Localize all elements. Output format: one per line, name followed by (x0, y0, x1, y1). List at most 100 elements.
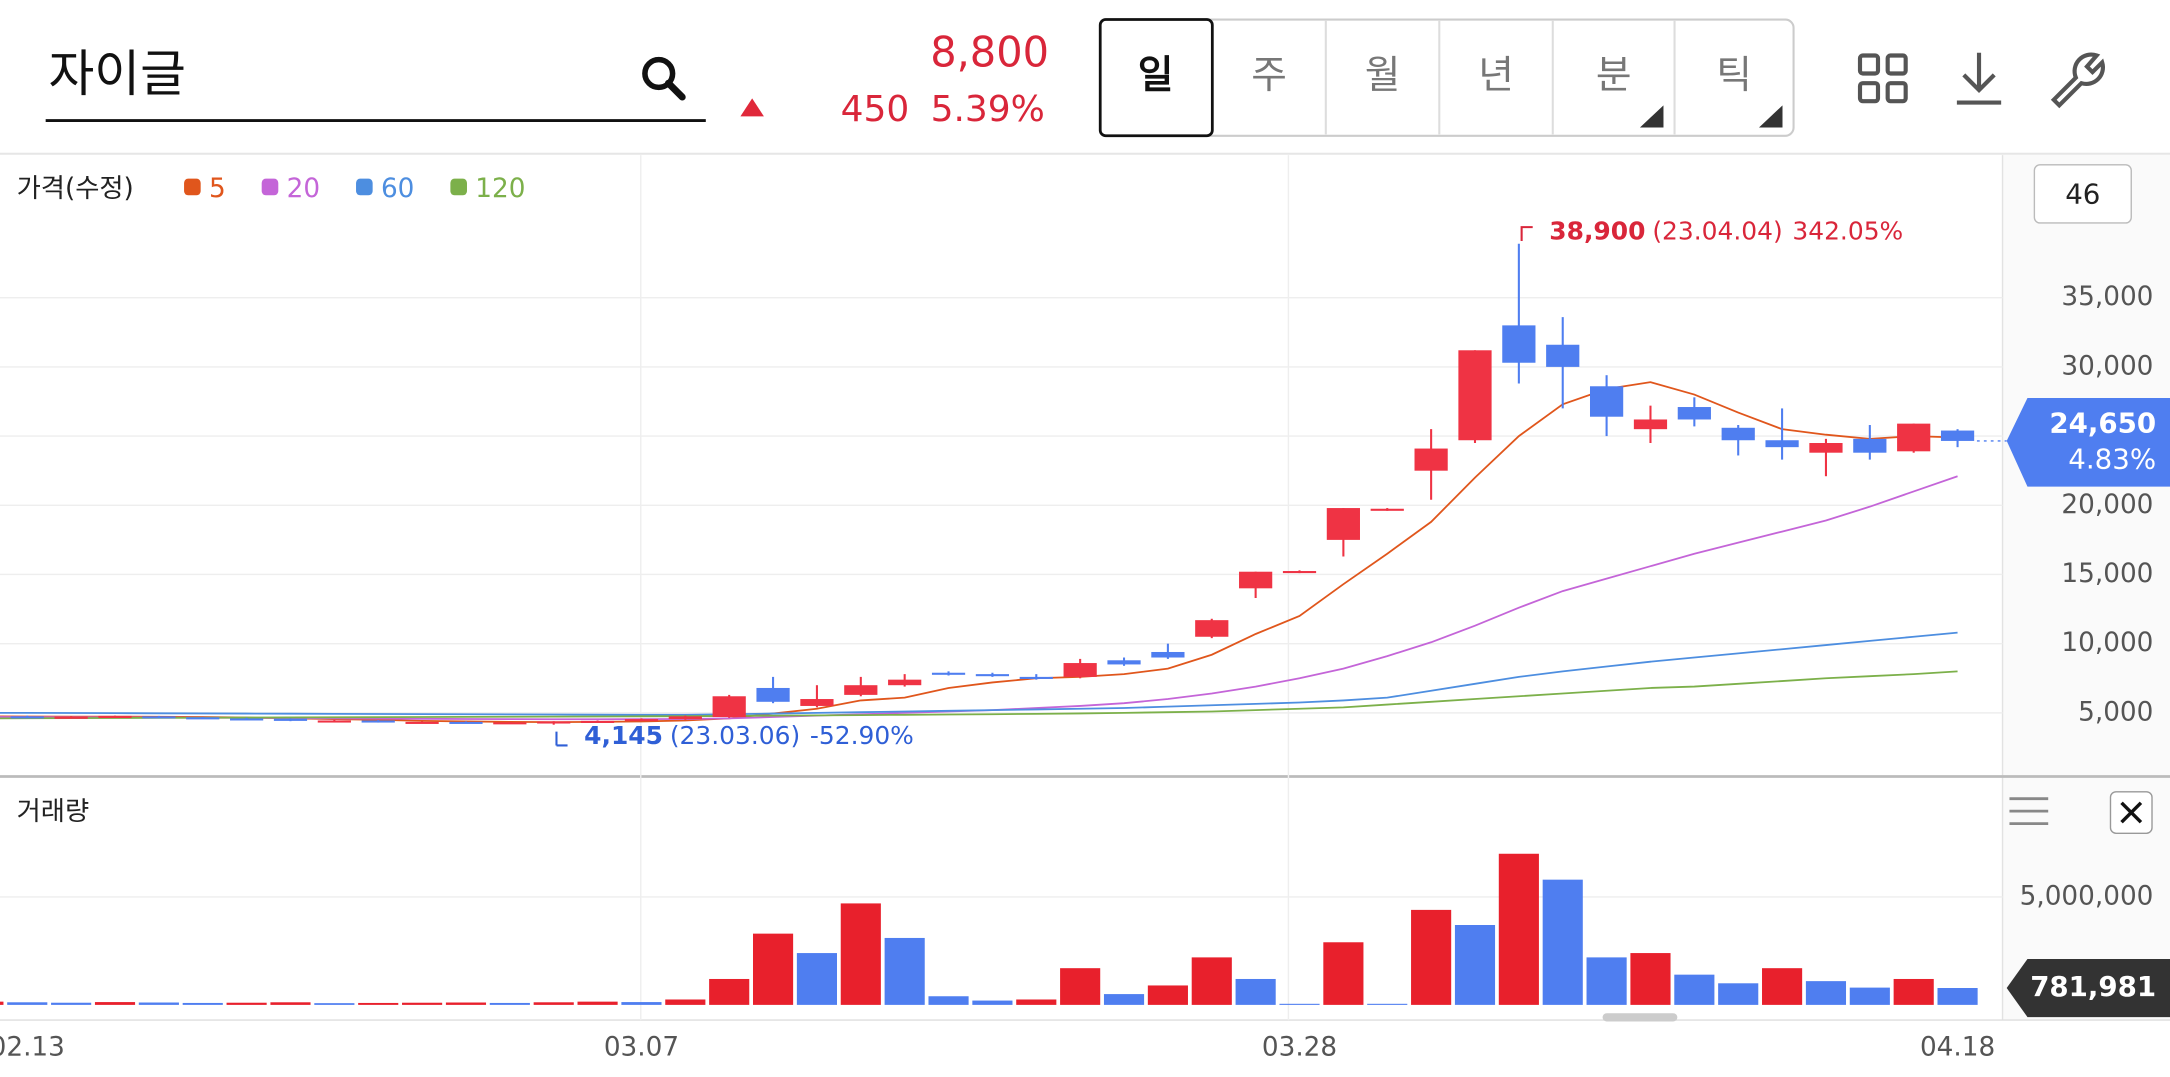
last-price: 24,650 (2049, 406, 2156, 439)
volume-bar (840, 903, 881, 1005)
legend-swatch (450, 178, 467, 196)
layout-icon[interactable] (1857, 53, 1908, 104)
tab[interactable]: 분 (1596, 53, 1632, 98)
selected-tab (1098, 18, 1214, 138)
tab[interactable]: 일 (1138, 53, 1174, 98)
volume-bar (1060, 968, 1101, 1005)
candle-body (1063, 663, 1097, 677)
scrollbar[interactable] (1602, 1013, 1678, 1022)
candle-body (493, 722, 527, 725)
volume-bar (1367, 1003, 1408, 1005)
moving-average (0, 475, 1958, 721)
volume-bar (138, 1002, 179, 1005)
volume-bar (1235, 978, 1276, 1005)
candle-body (975, 674, 1010, 677)
candle-body (888, 679, 922, 686)
legend-title: 가격(수정) (17, 174, 134, 204)
candle-body (1589, 386, 1624, 417)
candle-body (1019, 676, 1053, 679)
y-tick-label: 15,000 (2061, 559, 2153, 589)
volume-bar (1323, 942, 1364, 1005)
volume-bar (1718, 983, 1759, 1005)
annotation: 4,145 (23.03.06) -52.90% (584, 721, 914, 750)
y-tick-label: 5,000 (2078, 697, 2153, 727)
volume-bar (1454, 924, 1496, 1005)
last-volume: 781,981 (2030, 970, 2156, 1003)
candle-body (449, 721, 483, 724)
last-volume-tag (2006, 958, 2170, 1018)
candle-body (1809, 443, 1843, 453)
volume-bar (533, 1002, 574, 1005)
candle-body (800, 699, 834, 706)
candle-count[interactable]: 46 (2065, 177, 2100, 210)
download-icon[interactable] (1956, 52, 2002, 105)
candle-body (756, 687, 790, 702)
count-box[interactable] (2033, 164, 2132, 224)
volume-bar (1586, 957, 1627, 1005)
volume-bar (402, 1002, 443, 1005)
candle-body (1282, 571, 1317, 574)
volume-bar (884, 937, 925, 1005)
volume-bar (1147, 985, 1188, 1005)
candle-body (624, 719, 659, 722)
legend-swatch (261, 178, 279, 196)
tab[interactable]: 월 (1365, 53, 1401, 98)
legend-label: 120 (475, 174, 525, 204)
current-price: 8,800 (930, 28, 1049, 77)
candle-body (537, 721, 571, 724)
candle-body (186, 717, 220, 720)
volume-bar (0, 1001, 4, 1005)
annotation-value: 4,145 (584, 721, 663, 750)
menu-icon[interactable] (2009, 797, 2049, 825)
candle-body (1458, 350, 1492, 441)
volume-bar (270, 1002, 311, 1005)
volume-bar (1016, 999, 1057, 1005)
volume-bar (1849, 987, 1890, 1005)
candle-body (1633, 419, 1668, 430)
volume-bar (709, 978, 750, 1005)
candle-body (580, 720, 615, 723)
annotation-arrow (1520, 226, 1533, 241)
legend: 5 20 60 120 (184, 174, 525, 204)
x-tick-label: 04.18 (1920, 1032, 1995, 1062)
x-tick-label: 02.13 (0, 1032, 65, 1062)
candle-body (1239, 571, 1273, 589)
volume-bar (752, 933, 794, 1005)
tab-dividers (1324, 20, 1676, 135)
plot: 38,900 (23.04.04) 342.05% 4,145 (23.03.06) -5… (0, 217, 2170, 1018)
stock-name[interactable]: 자이글 (48, 45, 185, 103)
candle-body (844, 685, 878, 695)
volume-bar (1937, 988, 1978, 1005)
volume-bar (314, 1003, 355, 1005)
candle-body (931, 672, 966, 675)
volume-bar (621, 1002, 662, 1005)
candle-body (1414, 448, 1448, 471)
last-percent: 4.83% (2068, 442, 2156, 475)
tab[interactable]: 년 (1478, 53, 1514, 98)
volume-bar (928, 996, 969, 1005)
search-icon[interactable] (642, 56, 686, 101)
close-icon[interactable] (2120, 801, 2143, 824)
candle-body (142, 716, 176, 719)
moving-average (0, 631, 1958, 716)
moving-average (0, 381, 1958, 724)
candle-body (1326, 508, 1360, 540)
candle-body (668, 716, 702, 720)
tab-corner (1758, 105, 1783, 128)
candle-body (1897, 423, 1931, 452)
volume-bar (1279, 1003, 1320, 1005)
axis-area (2002, 155, 2170, 1021)
header: 자이글 8,800 450 5.39% 일 주 월 년 분 틱 (45, 18, 2105, 138)
settings-icon[interactable] (2050, 52, 2105, 109)
candle-body (1151, 651, 1185, 658)
annotation-arrow (555, 731, 568, 747)
tab[interactable]: 주 (1251, 53, 1287, 98)
legend-label: 20 (287, 174, 320, 204)
tab[interactable]: 틱 (1716, 53, 1752, 98)
volume-bar (7, 1002, 48, 1005)
volume-bar (1542, 879, 1583, 1005)
up-arrow (740, 98, 764, 117)
candle-body (712, 696, 746, 718)
volume-bar (1805, 981, 1847, 1005)
